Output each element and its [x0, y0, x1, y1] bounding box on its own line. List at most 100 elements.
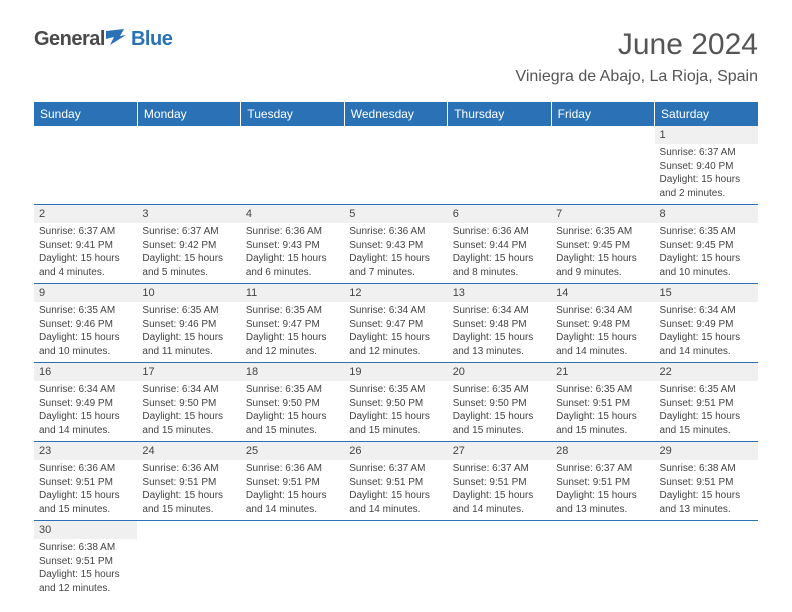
- calendar-cell: [551, 521, 654, 600]
- daylight-text: Daylight: 15 hours and 12 minutes.: [39, 568, 132, 595]
- header: General Blue June 2024 Viniegra de Abajo…: [0, 0, 792, 94]
- day-number: 16: [34, 363, 137, 381]
- sunset-text: Sunset: 9:45 PM: [556, 239, 649, 253]
- daylight-text: Daylight: 15 hours and 6 minutes.: [246, 252, 339, 279]
- calendar-cell: 16 Sunrise: 6:34 AMSunset: 9:49 PMDayligh…: [34, 363, 137, 442]
- day-header: Thursday: [448, 102, 551, 126]
- daylight-text: Daylight: 15 hours and 15 minutes.: [660, 410, 753, 437]
- day-header: Friday: [551, 102, 654, 126]
- sunrise-text: Sunrise: 6:37 AM: [39, 225, 132, 239]
- daylight-text: Daylight: 15 hours and 15 minutes.: [453, 410, 546, 437]
- sunset-text: Sunset: 9:51 PM: [39, 555, 132, 569]
- day-number: 9: [34, 284, 137, 302]
- sunset-text: Sunset: 9:48 PM: [556, 318, 649, 332]
- sunset-text: Sunset: 9:50 PM: [453, 397, 546, 411]
- daylight-text: Daylight: 15 hours and 13 minutes.: [556, 489, 649, 516]
- calendar-cell: 30Sunrise: 6:38 AMSunset: 9:51 PMDayligh…: [34, 521, 137, 600]
- daylight-text: Daylight: 15 hours and 14 minutes.: [660, 331, 753, 358]
- calendar-cell: [448, 521, 551, 600]
- day-body: Sunrise: 6:35 AMSunset: 9:50 PMDaylight:…: [241, 383, 344, 437]
- sunset-text: Sunset: 9:48 PM: [453, 318, 546, 332]
- daylight-text: Daylight: 15 hours and 5 minutes.: [142, 252, 235, 279]
- sunrise-text: Sunrise: 6:37 AM: [142, 225, 235, 239]
- calendar-cell: 25 Sunrise: 6:36 AMSunset: 9:51 PMDayligh…: [241, 442, 344, 521]
- day-body: Sunrise: 6:36 AMSunset: 9:51 PMDaylight:…: [241, 462, 344, 516]
- sunset-text: Sunset: 9:46 PM: [39, 318, 132, 332]
- day-number: 4: [241, 205, 344, 223]
- sunrise-text: Sunrise: 6:37 AM: [660, 146, 753, 160]
- calendar-cell: 12Sunrise: 6:34 AMSunset: 9:47 PMDayligh…: [344, 284, 447, 363]
- calendar-cell: 21Sunrise: 6:35 AMSunset: 9:51 PMDayligh…: [551, 363, 654, 442]
- daylight-text: Daylight: 15 hours and 12 minutes.: [246, 331, 339, 358]
- sunset-text: Sunset: 9:51 PM: [660, 476, 753, 490]
- daylight-text: Daylight: 15 hours and 15 minutes.: [39, 489, 132, 516]
- day-body: Sunrise: 6:36 AMSunset: 9:51 PMDaylight:…: [137, 462, 240, 516]
- day-body: Sunrise: 6:37 AMSunset: 9:40 PMDaylight:…: [655, 146, 758, 200]
- sunrise-text: Sunrise: 6:35 AM: [453, 383, 546, 397]
- sunset-text: Sunset: 9:49 PM: [660, 318, 753, 332]
- sunset-text: Sunset: 9:50 PM: [349, 397, 442, 411]
- day-body: Sunrise: 6:37 AMSunset: 9:51 PMDaylight:…: [344, 462, 447, 516]
- sunrise-text: Sunrise: 6:34 AM: [349, 304, 442, 318]
- calendar-cell: [344, 521, 447, 600]
- calendar-cell: 22Sunrise: 6:35 AMSunset: 9:51 PMDayligh…: [655, 363, 758, 442]
- sunset-text: Sunset: 9:42 PM: [142, 239, 235, 253]
- flag-icon: [106, 29, 128, 50]
- sunrise-text: Sunrise: 6:36 AM: [246, 462, 339, 476]
- daylight-text: Daylight: 15 hours and 15 minutes.: [142, 489, 235, 516]
- calendar-cell: 24Sunrise: 6:36 AMSunset: 9:51 PMDayligh…: [137, 442, 240, 521]
- calendar-cell: 15Sunrise: 6:34 AMSunset: 9:49 PMDayligh…: [655, 284, 758, 363]
- day-number: 20: [448, 363, 551, 381]
- day-number: 14: [551, 284, 654, 302]
- day-number: 19: [344, 363, 447, 381]
- day-body: Sunrise: 6:34 AMSunset: 9:50 PMDaylight:…: [137, 383, 240, 437]
- day-number: 2: [34, 205, 137, 223]
- day-header-row: Sunday Monday Tuesday Wednesday Thursday…: [34, 102, 758, 126]
- daylight-text: Daylight: 15 hours and 14 minutes.: [39, 410, 132, 437]
- calendar-cell: [137, 126, 240, 205]
- day-number: 8: [655, 205, 758, 223]
- day-number: 15: [655, 284, 758, 302]
- calendar-cell: [655, 521, 758, 600]
- day-number: 5: [344, 205, 447, 223]
- sunset-text: Sunset: 9:51 PM: [556, 476, 649, 490]
- day-number: 25: [241, 442, 344, 460]
- sunrise-text: Sunrise: 6:34 AM: [453, 304, 546, 318]
- calendar-cell: [241, 521, 344, 600]
- day-body: Sunrise: 6:36 AMSunset: 9:51 PMDaylight:…: [34, 462, 137, 516]
- day-body: Sunrise: 6:34 AMSunset: 9:49 PMDaylight:…: [34, 383, 137, 437]
- calendar-cell: 8 Sunrise: 6:35 AMSunset: 9:45 PMDaylight…: [655, 205, 758, 284]
- daylight-text: Daylight: 15 hours and 11 minutes.: [142, 331, 235, 358]
- daylight-text: Daylight: 15 hours and 10 minutes.: [660, 252, 753, 279]
- logo: General Blue: [34, 28, 172, 51]
- day-number: 30: [34, 521, 137, 539]
- calendar-cell: [137, 521, 240, 600]
- sunset-text: Sunset: 9:51 PM: [660, 397, 753, 411]
- day-header: Tuesday: [241, 102, 344, 126]
- page-title: June 2024: [515, 28, 758, 62]
- daylight-text: Daylight: 15 hours and 15 minutes.: [556, 410, 649, 437]
- sunrise-text: Sunrise: 6:36 AM: [349, 225, 442, 239]
- sunset-text: Sunset: 9:47 PM: [349, 318, 442, 332]
- calendar-cell: [551, 126, 654, 205]
- day-number: 11: [241, 284, 344, 302]
- daylight-text: Daylight: 15 hours and 15 minutes.: [142, 410, 235, 437]
- daylight-text: Daylight: 15 hours and 12 minutes.: [349, 331, 442, 358]
- sunrise-text: Sunrise: 6:36 AM: [453, 225, 546, 239]
- day-body: Sunrise: 6:35 AMSunset: 9:45 PMDaylight:…: [655, 225, 758, 279]
- calendar-cell: 18Sunrise: 6:35 AMSunset: 9:50 PMDayligh…: [241, 363, 344, 442]
- calendar-cell: [241, 126, 344, 205]
- sunset-text: Sunset: 9:49 PM: [39, 397, 132, 411]
- logo-text-general: General: [34, 28, 105, 51]
- daylight-text: Daylight: 15 hours and 7 minutes.: [349, 252, 442, 279]
- sunrise-text: Sunrise: 6:34 AM: [556, 304, 649, 318]
- day-body: Sunrise: 6:35 AMSunset: 9:47 PMDaylight:…: [241, 304, 344, 358]
- sunrise-text: Sunrise: 6:35 AM: [556, 225, 649, 239]
- calendar-row: 23Sunrise: 6:36 AMSunset: 9:51 PMDayligh…: [34, 442, 758, 521]
- day-number: 6: [448, 205, 551, 223]
- sunrise-text: Sunrise: 6:36 AM: [142, 462, 235, 476]
- sunset-text: Sunset: 9:47 PM: [246, 318, 339, 332]
- day-header: Sunday: [34, 102, 137, 126]
- calendar-cell: 2Sunrise: 6:37 AMSunset: 9:41 PMDaylight…: [34, 205, 137, 284]
- sunset-text: Sunset: 9:51 PM: [142, 476, 235, 490]
